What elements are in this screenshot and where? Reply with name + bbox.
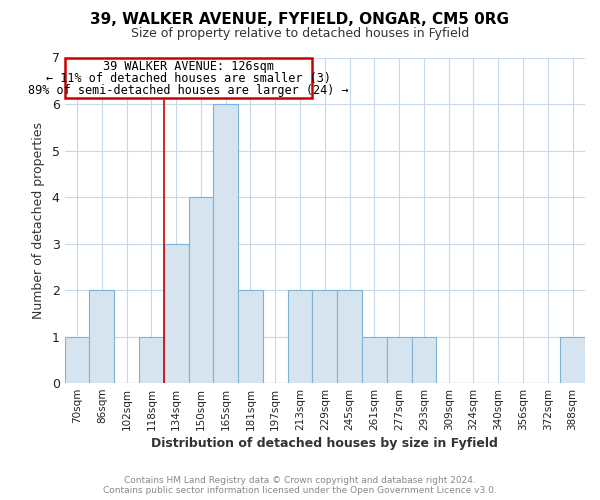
Bar [164,244,188,383]
Bar [287,290,313,383]
FancyBboxPatch shape [65,58,313,98]
Bar [89,290,114,383]
Text: 39, WALKER AVENUE, FYFIELD, ONGAR, CM5 0RG: 39, WALKER AVENUE, FYFIELD, ONGAR, CM5 0… [91,12,509,28]
Text: ← 11% of detached houses are smaller (3): ← 11% of detached houses are smaller (3) [46,72,331,85]
Bar [213,104,238,383]
Bar [188,197,213,383]
Bar [337,290,362,383]
Bar [362,336,387,383]
Bar [238,290,263,383]
Bar [65,336,89,383]
Bar [560,336,585,383]
Bar [387,336,412,383]
Bar [412,336,436,383]
Text: Contains HM Land Registry data © Crown copyright and database right 2024.
Contai: Contains HM Land Registry data © Crown c… [103,476,497,495]
Y-axis label: Number of detached properties: Number of detached properties [32,122,45,319]
Text: Size of property relative to detached houses in Fyfield: Size of property relative to detached ho… [131,28,469,40]
Bar [139,336,164,383]
X-axis label: Distribution of detached houses by size in Fyfield: Distribution of detached houses by size … [151,437,498,450]
Text: 39 WALKER AVENUE: 126sqm: 39 WALKER AVENUE: 126sqm [103,60,274,73]
Bar [313,290,337,383]
Text: 89% of semi-detached houses are larger (24) →: 89% of semi-detached houses are larger (… [28,84,349,98]
